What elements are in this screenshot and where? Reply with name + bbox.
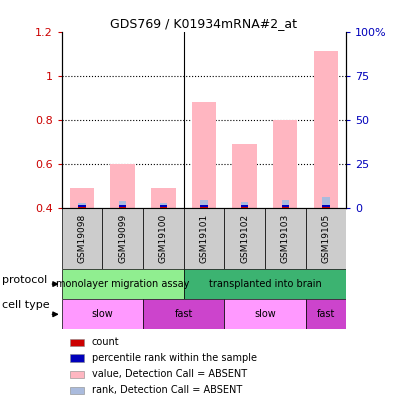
Bar — [160, 203, 167, 209]
Text: transplanted into brain: transplanted into brain — [209, 279, 321, 289]
Bar — [200, 207, 208, 209]
Text: fast: fast — [317, 309, 335, 319]
Text: fast: fast — [174, 309, 193, 319]
Text: percentile rank within the sample: percentile rank within the sample — [92, 353, 257, 363]
Text: GSM19101: GSM19101 — [199, 214, 209, 263]
Bar — [70, 354, 84, 362]
Text: protocol: protocol — [2, 275, 47, 285]
Bar — [232, 143, 257, 209]
FancyBboxPatch shape — [62, 209, 102, 269]
FancyBboxPatch shape — [183, 209, 224, 269]
Bar — [78, 203, 86, 209]
Text: value, Detection Call = ABSENT: value, Detection Call = ABSENT — [92, 369, 247, 379]
Bar — [78, 207, 86, 209]
Text: slow: slow — [254, 309, 276, 319]
Bar — [119, 205, 126, 207]
Bar — [70, 371, 84, 378]
Text: count: count — [92, 337, 119, 347]
FancyBboxPatch shape — [224, 299, 306, 329]
Bar — [282, 200, 289, 209]
Bar — [70, 188, 94, 209]
FancyBboxPatch shape — [62, 299, 143, 329]
Text: monolayer migration assay: monolayer migration assay — [56, 279, 189, 289]
FancyBboxPatch shape — [306, 209, 346, 269]
Text: GSM19102: GSM19102 — [240, 214, 249, 263]
Bar — [70, 387, 84, 394]
FancyBboxPatch shape — [143, 209, 183, 269]
Bar — [160, 207, 167, 209]
Bar — [200, 200, 208, 209]
Bar — [70, 339, 84, 346]
Bar — [314, 51, 338, 209]
Title: GDS769 / K01934mRNA#2_at: GDS769 / K01934mRNA#2_at — [111, 17, 297, 30]
Bar — [241, 205, 248, 207]
Bar — [160, 205, 167, 207]
FancyBboxPatch shape — [265, 209, 306, 269]
Text: GSM19100: GSM19100 — [159, 214, 168, 263]
FancyBboxPatch shape — [224, 209, 265, 269]
FancyBboxPatch shape — [306, 299, 346, 329]
Text: GSM19105: GSM19105 — [322, 214, 330, 263]
Bar — [282, 205, 289, 207]
Text: cell type: cell type — [2, 300, 50, 309]
Bar — [111, 164, 135, 209]
FancyBboxPatch shape — [143, 299, 224, 329]
Bar — [273, 120, 297, 209]
Text: GSM19098: GSM19098 — [78, 214, 86, 263]
Bar — [151, 188, 176, 209]
Text: GSM19103: GSM19103 — [281, 214, 290, 263]
Bar — [241, 207, 248, 209]
FancyBboxPatch shape — [183, 269, 346, 299]
Bar — [322, 205, 330, 207]
Bar — [322, 207, 330, 209]
Bar — [78, 205, 86, 207]
Text: GSM19099: GSM19099 — [118, 214, 127, 263]
FancyBboxPatch shape — [62, 269, 183, 299]
Bar — [119, 201, 126, 209]
Bar — [200, 205, 208, 207]
Bar — [192, 102, 216, 209]
Bar — [282, 207, 289, 209]
Bar — [241, 202, 248, 209]
Bar — [119, 207, 126, 209]
Text: slow: slow — [92, 309, 113, 319]
Bar — [322, 197, 330, 209]
Text: rank, Detection Call = ABSENT: rank, Detection Call = ABSENT — [92, 385, 242, 395]
FancyBboxPatch shape — [102, 209, 143, 269]
